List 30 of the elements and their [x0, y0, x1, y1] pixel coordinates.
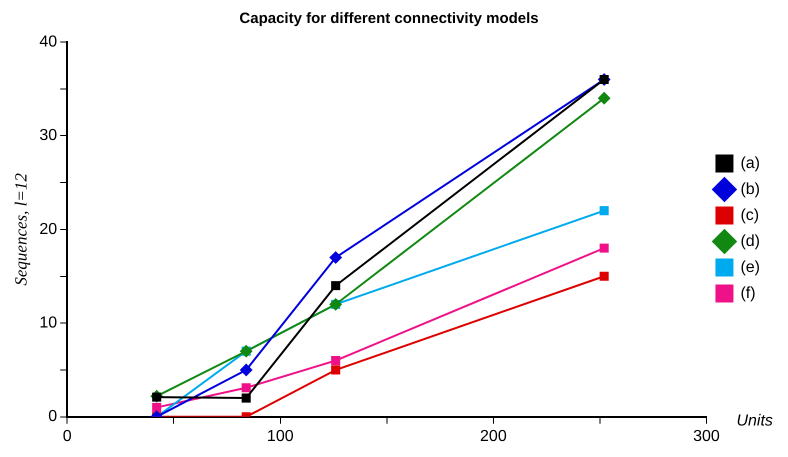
x-tick-label: 200	[480, 428, 507, 445]
chart-title: Capacity for different connectivity models	[239, 10, 539, 28]
legend-label: (e)	[740, 258, 760, 276]
point	[330, 252, 342, 264]
legend-label: (a)	[740, 154, 760, 172]
x-tick-label: 300	[693, 428, 720, 445]
point	[240, 364, 252, 376]
point	[600, 272, 609, 281]
y-axis-title: Sequences, l=12	[12, 172, 31, 286]
point	[598, 92, 610, 104]
x-tick-label: 100	[266, 428, 294, 445]
y-tick-label: 0	[48, 408, 58, 426]
point	[331, 365, 340, 374]
point	[242, 383, 251, 392]
y-tick-label: 40	[39, 33, 58, 50]
legend-label: (c)	[740, 206, 760, 224]
point	[152, 402, 162, 412]
point	[600, 244, 609, 253]
y-tick-label: 20	[39, 220, 58, 238]
legend-label: (d)	[740, 232, 760, 250]
legend-label: (b)	[740, 180, 760, 198]
point	[242, 394, 251, 403]
point	[331, 281, 340, 290]
y-tick-label: 30	[39, 127, 58, 144]
y-tick-label: 10	[39, 314, 58, 332]
point	[600, 206, 609, 216]
point	[331, 356, 340, 366]
x-axis-title: Units	[736, 412, 773, 430]
legend-label: (f)	[740, 284, 756, 302]
x-tick-label: 0	[62, 428, 72, 445]
